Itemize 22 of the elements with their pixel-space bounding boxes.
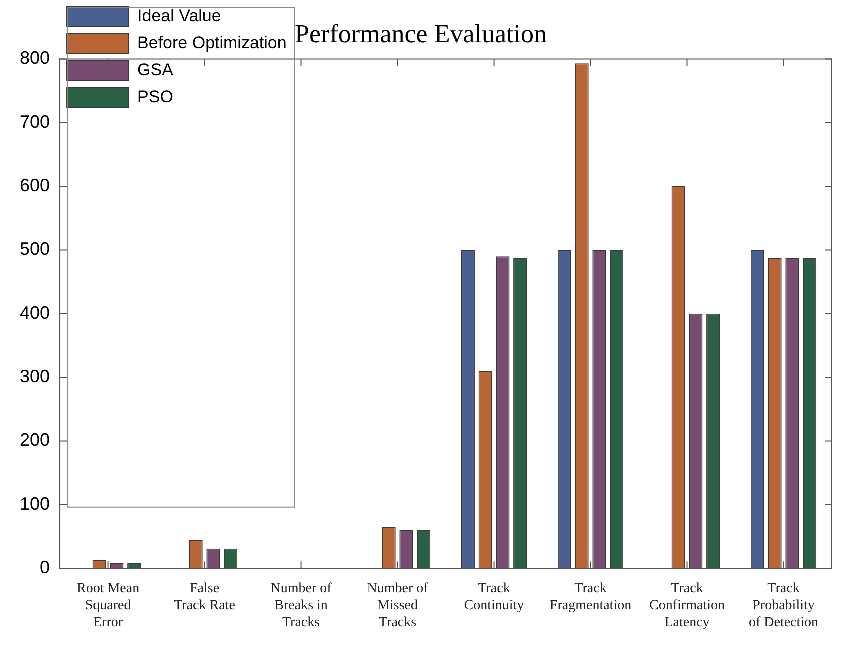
legend-label: GSA — [138, 60, 174, 80]
x-tick-label: Track Continuity — [464, 582, 524, 614]
legend-label: PSO — [138, 88, 174, 107]
x-tick-label: Number of Missed Tracks — [367, 582, 429, 630]
y-tick-label: 200 — [20, 430, 50, 450]
x-tick-label: False Track Rate — [174, 582, 236, 614]
x-tick-label: Track Confirmation Latency — [650, 582, 725, 630]
y-tick-label: 0 — [40, 558, 50, 578]
x-tick-label: Number of Breaks in Tracks — [270, 582, 332, 630]
legend-label: Ideal Value — [138, 6, 222, 26]
x-tick-label: Track Probability of Detection — [748, 582, 819, 630]
y-tick-label: 800 — [20, 48, 50, 68]
y-tick-label: 700 — [20, 112, 50, 132]
y-tick-label: 600 — [20, 176, 50, 196]
x-tick-label: Root Mean Squared Error — [76, 582, 140, 630]
y-tick-label: 400 — [20, 302, 50, 323]
chart-title: Performance Evaluation — [295, 19, 547, 48]
y-tick-label: 100 — [20, 494, 50, 514]
legend-label: Before Optimization — [138, 34, 287, 53]
y-tick-label: 300 — [20, 366, 50, 387]
x-tick-label: Track Fragmentation — [550, 582, 632, 614]
y-tick-label: 500 — [20, 239, 50, 260]
